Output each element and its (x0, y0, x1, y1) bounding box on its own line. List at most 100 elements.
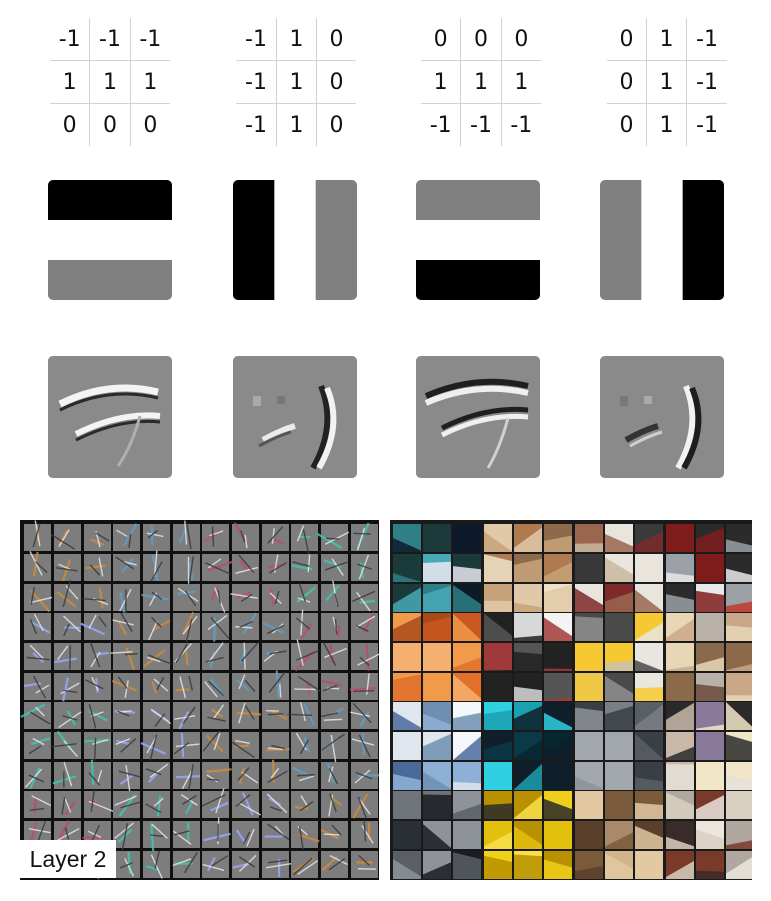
feature-tile (202, 851, 229, 878)
image-patch-tile (514, 762, 542, 790)
feature-tile (113, 554, 140, 581)
kernel-1: -1 -1 -1 1 1 1 0 0 0 (50, 18, 170, 146)
feature-tile (143, 524, 170, 551)
image-patch-tile (544, 554, 572, 582)
feature-tile (291, 524, 318, 555)
kernel-4-cell: 0 (607, 103, 648, 146)
feature-tile (110, 643, 140, 671)
image-patch-tile (544, 821, 572, 849)
feature-tile (202, 702, 229, 729)
feature-tile (202, 730, 229, 759)
filter-vis-cell (600, 220, 642, 261)
image-patch-tile (635, 732, 663, 760)
kernel-3-cell: 0 (421, 18, 462, 61)
feature-tile (143, 850, 170, 879)
feature-tile (84, 702, 111, 729)
image-patch-tile (423, 524, 451, 552)
feature-tile (351, 819, 378, 848)
kernel-4-cell: 1 (646, 18, 688, 61)
filter-vis-cell (48, 180, 90, 221)
image-patch-tile (544, 613, 572, 641)
image-patch-tile (726, 643, 752, 671)
filter-vis-cell (274, 180, 317, 221)
image-patch-tile (726, 851, 752, 879)
feature-tile (24, 762, 51, 790)
layer2-image-patch-grid (390, 520, 752, 880)
feature-tile (173, 611, 200, 643)
image-patch-tile (423, 584, 451, 612)
image-patch-tile (393, 584, 421, 612)
filter-vis-cell (315, 260, 357, 300)
image-patch-tile (484, 524, 512, 552)
filter-vis-cell (89, 180, 132, 221)
image-patch-tile (393, 851, 421, 879)
feature-tile (24, 613, 51, 640)
feature-tile (262, 791, 289, 818)
image-patch-tile (726, 524, 752, 552)
image-patch-tile (696, 791, 724, 819)
filter-vis-cell (130, 220, 172, 261)
image-patch-tile (514, 613, 542, 641)
feature-tile (84, 790, 115, 818)
kernel-1-cell: -1 (89, 18, 131, 61)
image-patch-tile (635, 613, 663, 641)
feature-tile (202, 524, 229, 551)
kernel-3-cell: 0 (460, 18, 502, 61)
image-patch-tile (514, 673, 542, 701)
feature-tile (113, 702, 140, 729)
image-patch-tile (575, 791, 603, 819)
image-patch-tile (635, 762, 663, 790)
feature-tile (291, 732, 318, 759)
response-map-3 (416, 356, 540, 478)
image-patch-tile (635, 851, 663, 879)
image-patch-tile (666, 584, 694, 612)
filter-vis-cell (682, 260, 724, 300)
kernel-4-cell: -1 (686, 18, 727, 61)
image-patch-tile (666, 732, 694, 760)
image-patch-tile (726, 673, 752, 701)
image-patch-tile (423, 851, 451, 879)
image-patch-tile (423, 791, 451, 819)
feature-tile (291, 851, 319, 878)
image-patch-tile (696, 821, 724, 849)
image-patch-tile (393, 613, 421, 641)
filter-vis-cell (416, 220, 458, 261)
feature-tile (84, 524, 111, 551)
image-patch-tile (484, 584, 512, 612)
feature-tile (173, 702, 200, 730)
feature-tile (140, 732, 170, 761)
feature-tile (143, 550, 170, 582)
filter-vis-cell (641, 180, 684, 221)
feature-tile (351, 584, 378, 612)
feature-tile (262, 732, 290, 759)
feature-tile (143, 791, 170, 818)
feature-tile (202, 762, 232, 789)
feature-tile (321, 702, 348, 729)
image-patch-tile (635, 821, 663, 849)
image-patch-tile (514, 524, 542, 552)
feature-tile (321, 851, 348, 878)
feature-tile (143, 613, 171, 641)
image-patch-tile (514, 584, 542, 612)
feature-tile (262, 554, 289, 581)
kernel-1-cell: 0 (50, 103, 91, 146)
feature-tile (173, 791, 200, 818)
feature-tile (84, 759, 111, 789)
image-patch-tile (635, 643, 663, 671)
image-patch-tile (726, 584, 752, 612)
image-patch-tile (575, 732, 603, 760)
feature-tile (24, 520, 51, 551)
filter-vis-cell (233, 260, 275, 300)
filter-vis-cell (457, 260, 500, 300)
feature-tile (321, 642, 348, 670)
feature-tile (50, 524, 81, 551)
image-patch-tile (666, 851, 694, 879)
feature-tile (291, 791, 318, 818)
feature-tile (291, 762, 318, 789)
feature-tile (321, 613, 348, 640)
feature-tile (291, 821, 320, 850)
filter-vis-cell (641, 260, 684, 300)
feature-tile (202, 673, 229, 700)
image-patch-tile (696, 584, 724, 612)
kernel-2-cell: 1 (275, 18, 317, 61)
